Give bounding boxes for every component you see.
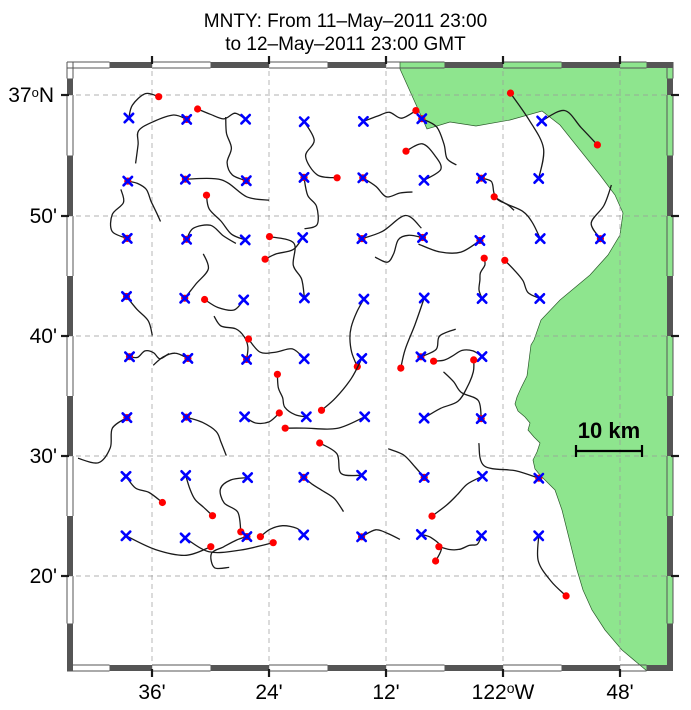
svg-text:30': 30' — [30, 445, 57, 468]
svg-text:24': 24' — [255, 681, 282, 704]
svg-text:122oW: 122oW — [472, 680, 535, 704]
svg-text:48': 48' — [606, 681, 633, 704]
svg-text:12': 12' — [372, 681, 399, 704]
svg-text:36': 36' — [138, 681, 165, 704]
svg-text:20': 20' — [30, 565, 57, 588]
svg-text:10 km: 10 km — [578, 418, 640, 443]
svg-text:40': 40' — [30, 325, 57, 348]
svg-text:50': 50' — [30, 205, 57, 228]
svg-text:37oN: 37oN — [8, 84, 54, 107]
